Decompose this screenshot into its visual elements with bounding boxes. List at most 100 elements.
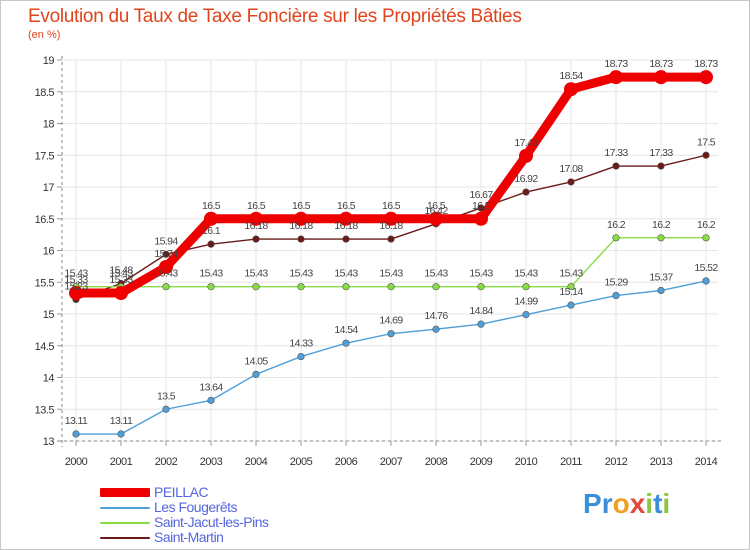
data-label: 15.43 [199,268,223,280]
data-label: 16.5 [247,200,266,212]
y-tick-label: 16.5 [35,214,55,226]
data-point [432,283,440,291]
data-label: 18.73 [604,58,628,70]
data-label: 15.33 [64,274,88,286]
data-point [477,320,485,328]
y-tick-label: 18 [43,119,55,131]
data-label: 14.33 [289,338,313,350]
data-label: 15.74 [154,248,178,260]
data-point [567,301,575,309]
data-point [654,70,668,85]
data-point [162,250,170,258]
data-label: 18.54 [559,70,583,82]
data-label: 16.5 [382,200,401,212]
data-point [522,283,530,291]
data-point [162,405,170,413]
data-label: 17.49 [514,137,538,149]
data-point [114,286,128,301]
data-label: 16.92 [514,173,538,185]
y-tick-label: 16 [43,246,55,258]
x-tick-label: 2003 [200,456,223,468]
data-point [342,339,350,347]
data-label: 16.2 [652,219,671,231]
x-tick-label: 2002 [155,456,178,468]
data-label: 16.2 [697,219,716,231]
x-tick-label: 2010 [515,456,538,468]
y-tick-label: 13 [43,436,55,448]
data-point [297,235,305,243]
data-point [474,211,488,226]
data-label: 14.05 [244,355,268,367]
series-points [69,70,713,438]
data-point [342,235,350,243]
data-point [207,240,215,248]
data-label: 15.43 [244,268,268,280]
data-label: 14.76 [424,310,448,322]
legend-label: Saint-Jacut-les-Pins [154,514,269,530]
data-label: 15.14 [559,286,583,298]
data-label: 15.43 [559,268,583,280]
data-point [117,430,125,438]
data-point [252,235,260,243]
data-point [342,283,350,291]
data-point [702,151,710,159]
data-point [207,396,215,404]
logo-letter: t [653,488,663,519]
data-label: 16.18 [379,220,403,232]
legend-item: Les Fougerêts [98,499,358,515]
data-label: 16.18 [334,220,358,232]
data-label: 15.43 [109,268,133,280]
x-tick-label: 2006 [335,456,358,468]
data-label: 15.23 [64,280,88,292]
data-point [432,325,440,333]
data-label: 15.33 [109,274,133,286]
data-label: 15.43 [424,268,448,280]
logo-letter: r [601,488,613,519]
x-tick-label: 2007 [380,456,403,468]
data-point [612,291,620,300]
data-label: 14.99 [514,296,538,308]
data-label: 14.84 [469,305,493,317]
data-point [612,162,620,170]
data-point [657,234,665,242]
chart-legend: PEILLAC Les Fougerêts Saint-Jacut-les-Pins… [98,484,358,545]
legend-swatch [100,522,150,524]
logo-letter: i [662,488,671,519]
data-point [207,283,215,291]
data-point [252,370,260,378]
data-point [384,211,398,226]
data-point [249,211,263,226]
legend-item: Saint-Jacut-les-Pins [98,514,358,530]
chart-subtitle: (en %) [28,29,61,41]
chart-title: Evolution du Taux de Taxe Foncière sur l… [28,6,522,27]
y-tick-label: 15 [43,309,55,321]
data-label: 17.33 [604,147,628,159]
x-tick-label: 2012 [605,456,628,468]
x-tick-label: 2000 [65,456,88,468]
data-point [519,148,533,163]
data-point [429,211,443,226]
legend-label: Saint-Martin [154,529,224,545]
data-label: 17.33 [649,147,673,159]
data-label: 15.43 [469,268,493,280]
data-label: 16.5 [472,200,491,212]
data-point [162,283,170,291]
x-tick-label: 2001 [110,456,133,468]
data-point [387,283,395,291]
data-point [297,352,305,361]
y-tick-label: 18.5 [35,87,55,99]
y-tick-label: 14 [43,373,55,385]
y-tick-label: 13.5 [35,404,55,416]
data-point [339,211,353,226]
data-label: 16.5 [427,200,446,212]
data-label: 18.73 [649,58,673,70]
y-tick-label: 19 [43,55,55,67]
data-point [699,70,713,85]
data-label: 15.43 [334,268,358,280]
data-label: 16.2 [607,219,626,231]
legend-swatch [100,488,150,497]
data-label: 13.5 [157,390,176,402]
logo-letter: o [612,488,630,519]
data-label: 15.52 [694,262,718,274]
data-label: 15.43 [514,268,538,280]
